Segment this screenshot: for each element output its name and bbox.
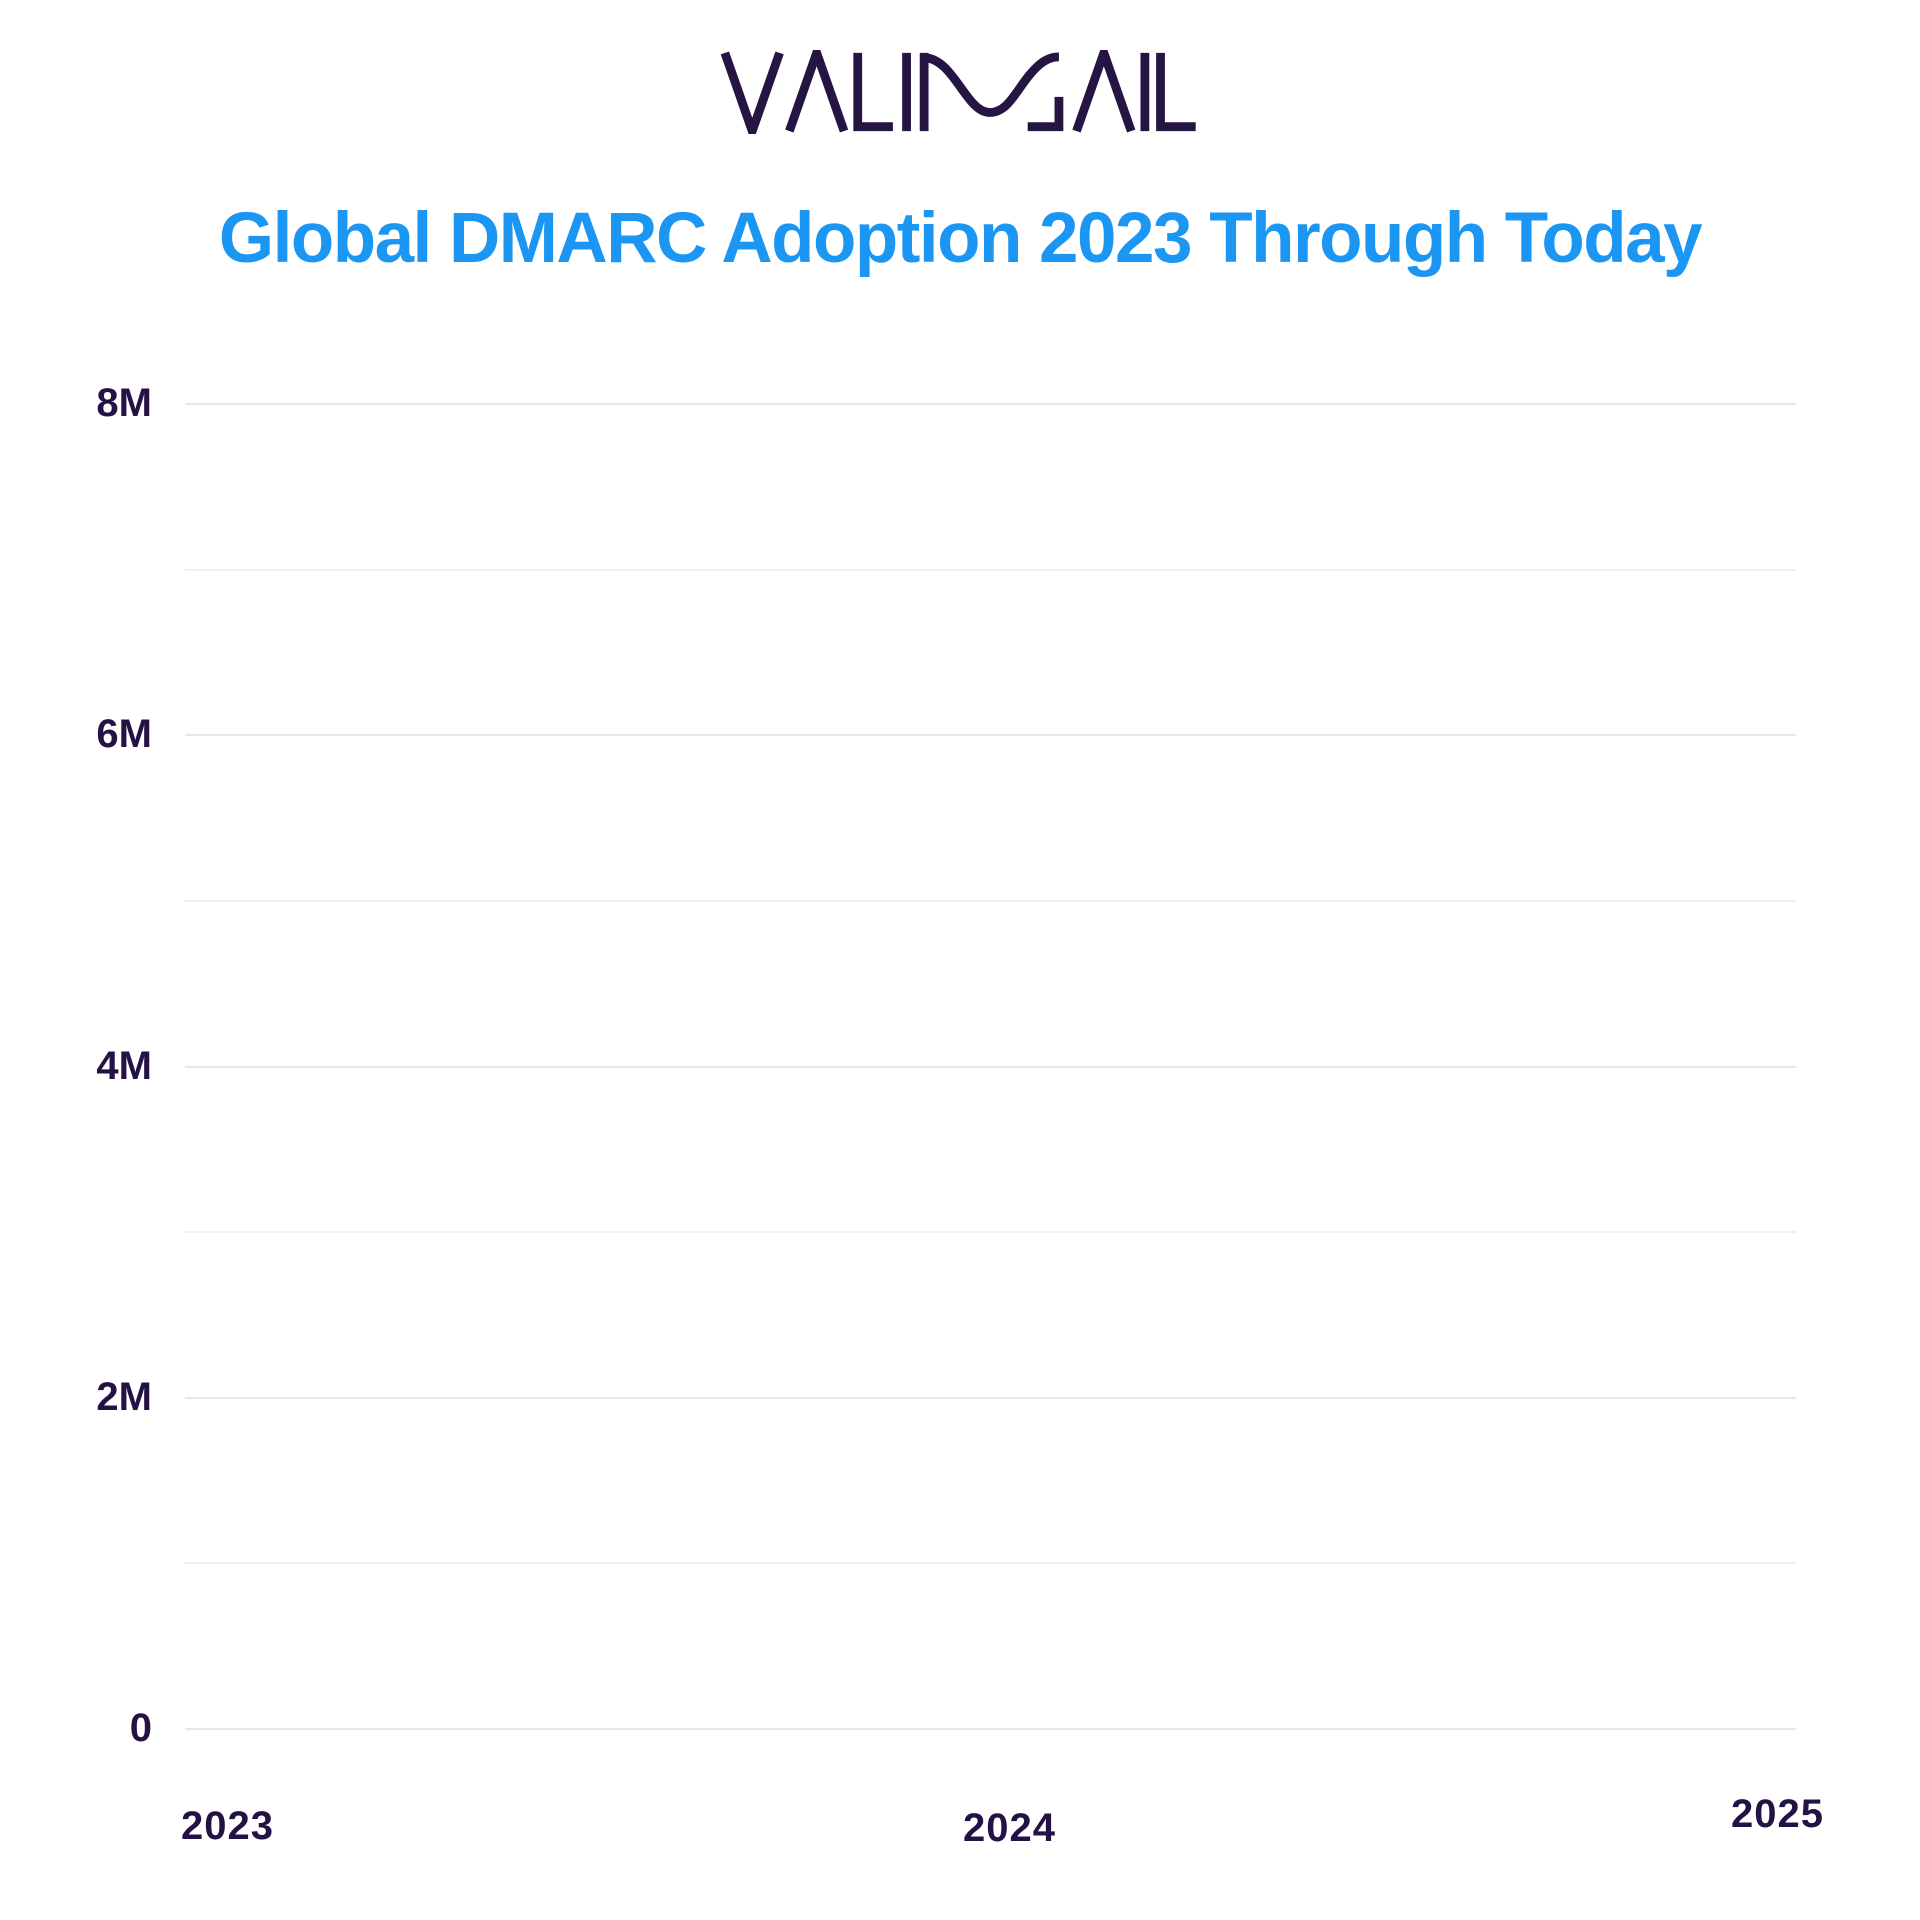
gridline-5m [185, 899, 1796, 902]
logo-letter-m-corner [1027, 96, 1064, 132]
y-axis-tick-label: 0 [129, 1706, 152, 1750]
logo-letter-a2 [1072, 39, 1136, 133]
gridline-8m [185, 403, 1796, 405]
gridline-7m [185, 568, 1796, 571]
x-axis-tick-label: 2024 [963, 1806, 1056, 1850]
gridline-2m [185, 1396, 1796, 1399]
y-axis-tick-label: 6M [96, 712, 152, 756]
logo-letter-l [853, 52, 893, 132]
chart-title: Global DMARC Adoption 2023 Through Today [218, 199, 1703, 278]
logo-letter-v [720, 51, 784, 145]
logo-letter-m-wave [923, 52, 1059, 117]
y-axis-tick-label: 4M [96, 1044, 152, 1088]
plot-area [185, 403, 1796, 1730]
gridline-0 [185, 1728, 1796, 1730]
gridline-6m [185, 734, 1796, 737]
gridline-3m [185, 1231, 1796, 1234]
y-axis-tick-label: 2M [96, 1375, 152, 1419]
logo-letter-a [784, 39, 848, 133]
x-axis-tick-label: 2025 [1731, 1792, 1824, 1836]
logo-letter-l2 [1155, 52, 1196, 132]
gridline-4m [185, 1065, 1796, 1068]
x-axis-tick-label: 2023 [181, 1804, 274, 1848]
gridline-1m [185, 1562, 1796, 1565]
valimail-logo [720, 39, 1196, 145]
header [0, 39, 1920, 145]
y-axis-tick-label: 8M [96, 381, 152, 425]
